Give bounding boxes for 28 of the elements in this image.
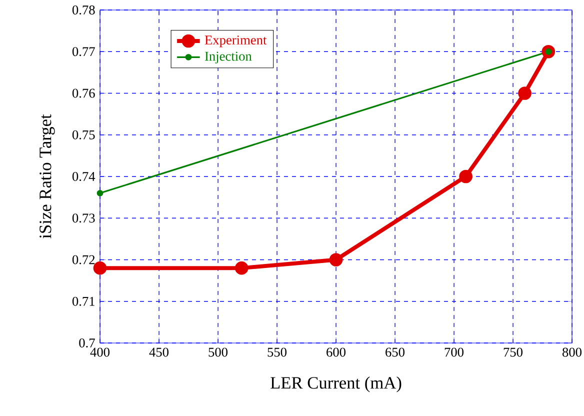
point [518,86,532,100]
x-tick-label: 750 [504,348,522,357]
x-tick-label: 600 [326,348,346,357]
y-tick-label: 0.77 [72,47,95,56]
point [93,261,107,275]
y-tick-label: 0.74 [72,172,96,182]
legend-label: Injection [204,52,252,64]
point [96,190,104,196]
legend-label: Experiment [204,36,267,48]
x-tick-label: 450 [149,348,169,357]
x-tick-label: 700 [444,348,464,357]
y-tick-label: 0.76 [72,88,95,98]
y-tick-label: 0.72 [72,255,95,264]
y-tick-label: 0.75 [72,130,95,140]
x-axis-title: LER Current (mA) [270,376,402,392]
y-tick-label: 0.7 [79,338,95,348]
x-tick-label: 400 [90,348,110,357]
x-tick-label: 550 [268,348,287,357]
x-tick-label: 500 [208,348,228,357]
y-tick-label: 0.78 [72,5,95,15]
point [234,261,248,275]
point [329,253,343,266]
y-axis-title: iSize Ratio Target [40,114,55,238]
y-tick-label: 0.71 [72,296,95,306]
x-tick-label: 650 [386,348,405,357]
x-tick-label: 800 [562,348,582,357]
y-tick-label: 0.73 [72,214,95,223]
point [459,170,472,184]
